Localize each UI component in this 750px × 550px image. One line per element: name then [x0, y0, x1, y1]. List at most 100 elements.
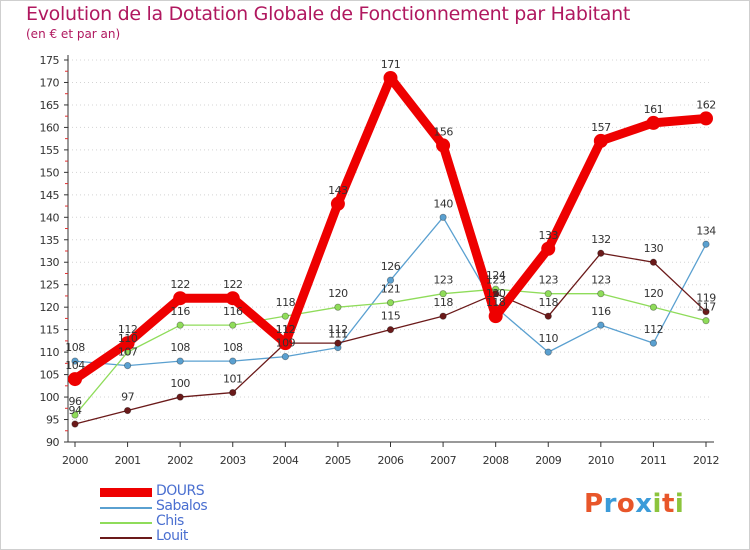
- data-point-louit: [334, 339, 342, 347]
- data-label-sabalos: 116: [591, 305, 611, 318]
- legend-label: Chis: [156, 513, 184, 529]
- data-label-chis: 123: [433, 274, 453, 287]
- data-label-sabalos: 140: [433, 197, 453, 210]
- data-point-sabalos: [649, 339, 658, 347]
- x-tick-label: 2009: [535, 454, 561, 467]
- data-label-louit: 112: [328, 323, 348, 336]
- data-point-louit: [702, 308, 710, 316]
- data-point-chis: [439, 290, 447, 298]
- data-label-louit: 97: [121, 391, 134, 404]
- data-label-sabalos: 134: [696, 224, 716, 237]
- data-point-chis: [544, 290, 552, 298]
- data-point-sabalos: [71, 357, 79, 365]
- x-tick-label: 2001: [115, 454, 141, 467]
- data-label-chis: 116: [223, 305, 243, 318]
- data-point-dours: [646, 115, 661, 130]
- brand-letter: i: [652, 489, 662, 519]
- legend-swatch: [100, 507, 152, 509]
- x-tick-label: 2005: [325, 454, 351, 467]
- data-point-dours: [330, 196, 345, 211]
- data-label-sabalos: 108: [170, 341, 190, 354]
- series-lines: [68, 70, 713, 428]
- data-label-chis: 117: [696, 301, 716, 314]
- x-tick-label: 2012: [693, 454, 719, 467]
- data-label-chis: 116: [170, 305, 190, 318]
- data-label-louit: 115: [381, 310, 401, 323]
- x-tick-label: 2004: [272, 454, 298, 467]
- y-tick-label: 135: [40, 234, 60, 247]
- data-point-louit: [229, 388, 237, 397]
- data-label-dours: 122: [223, 278, 243, 291]
- data-point-dours: [383, 70, 398, 85]
- data-point-louit: [439, 312, 447, 320]
- x-tick-label: 2007: [430, 454, 456, 467]
- y-tick-label: 115: [40, 324, 60, 337]
- data-point-louit: [597, 249, 605, 257]
- data-label-louit: 118: [539, 296, 559, 309]
- data-label-chis: 120: [328, 287, 348, 300]
- y-tick-label: 160: [40, 121, 60, 134]
- data-point-sabalos: [702, 240, 710, 248]
- y-tick-label: 140: [40, 211, 60, 224]
- legend-label: Sabalos: [156, 498, 208, 514]
- data-label-dours: 143: [328, 184, 348, 197]
- series-line-dours: [70, 73, 711, 384]
- data-point-louit: [386, 326, 395, 334]
- legend-swatch: [100, 537, 152, 539]
- y-tick-label: 155: [40, 144, 60, 157]
- x-tick-label: 2008: [483, 454, 509, 467]
- data-label-sabalos: 107: [118, 346, 138, 359]
- axes: [67, 55, 714, 443]
- data-label-sabalos: 126: [381, 260, 401, 273]
- brand-letter: x: [635, 489, 653, 519]
- brand-letter: r: [603, 489, 617, 519]
- data-point-chis: [71, 411, 79, 419]
- data-point-dours: [173, 291, 188, 306]
- data-label-dours: 156: [433, 125, 453, 138]
- data-point-dours: [225, 291, 240, 306]
- data-label-dours: 162: [696, 98, 716, 111]
- legend-swatch: [100, 522, 152, 524]
- y-axis-ticks: 90 95 100 105 110 115 120 125 130 135 140 145 150 155…: [40, 54, 68, 449]
- data-point-louit: [176, 393, 184, 401]
- data-label-louit: 123: [486, 274, 506, 287]
- x-tick-label: 2003: [220, 454, 246, 467]
- data-label-dours: 104: [65, 359, 85, 372]
- y-tick-label: 125: [40, 279, 60, 292]
- data-point-sabalos: [597, 321, 605, 329]
- data-label-dours: 112: [276, 323, 296, 336]
- y-tick-label: 130: [40, 256, 60, 269]
- brand-letter: i: [674, 489, 685, 519]
- data-label-louit: 118: [433, 296, 453, 309]
- data-label-louit: 130: [644, 242, 664, 255]
- grid-lines: [68, 59, 710, 421]
- x-tick-label: 2011: [640, 454, 666, 467]
- data-label-sabalos: 109: [276, 337, 296, 350]
- data-point-sabalos: [544, 348, 552, 356]
- data-labels: 108 107 108 108 109 111 126 140 120 110 116 112 134 9…: [65, 58, 716, 417]
- data-label-dours: 161: [644, 103, 664, 116]
- x-tick-label: 2010: [588, 454, 614, 467]
- data-point-chis: [176, 321, 184, 329]
- data-point-chis: [702, 317, 710, 325]
- brand-logo: Proxiti: [584, 489, 684, 519]
- brand-letter: t: [661, 489, 675, 519]
- y-tick-label: 105: [40, 369, 60, 382]
- data-point-dours: [436, 138, 451, 153]
- y-tick-label: 120: [40, 301, 60, 314]
- data-point-sabalos: [176, 357, 184, 365]
- data-point-dours: [278, 336, 293, 351]
- x-tick-label: 2002: [167, 454, 193, 467]
- x-tick-label: 2000: [62, 454, 88, 467]
- data-point-dours: [699, 111, 713, 126]
- brand-letter: o: [616, 489, 636, 519]
- y-tick-label: 150: [40, 166, 60, 179]
- data-point-chis: [281, 312, 289, 320]
- data-point-sabalos: [386, 276, 395, 284]
- data-label-dours: 171: [381, 58, 401, 71]
- data-label-sabalos: 111: [328, 328, 348, 341]
- data-point-chis: [386, 299, 395, 307]
- chart-subtitle: (en € et par an): [26, 27, 121, 41]
